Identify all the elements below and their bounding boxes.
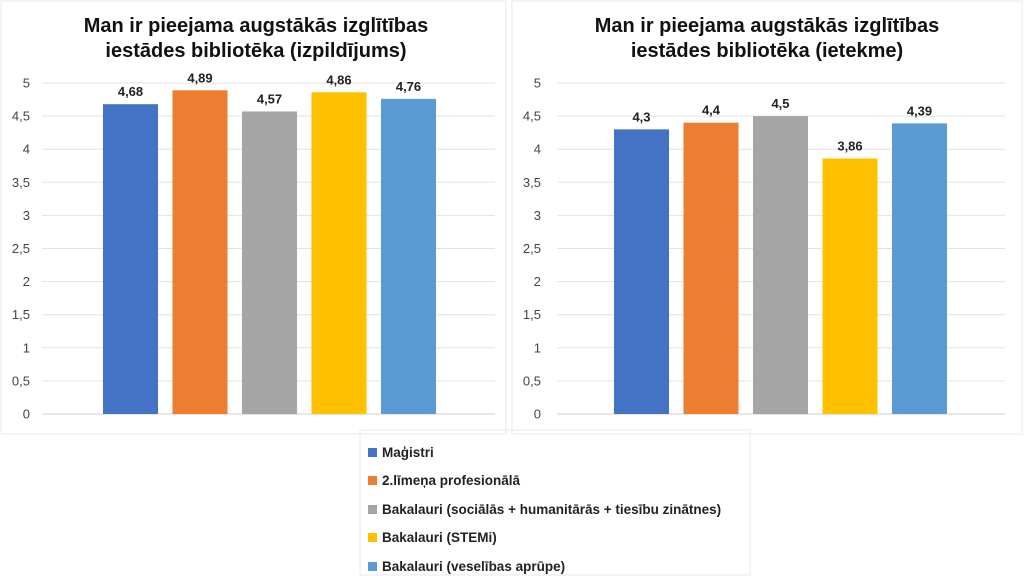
right-bar: [683, 122, 739, 414]
left-y-tick-label: 0: [23, 407, 30, 422]
legend-label: Bakalauri (STEMi): [382, 530, 497, 546]
right-data-label: 4,39: [907, 103, 932, 118]
right-y-tick-label: 4: [534, 142, 541, 157]
left-data-label: 4,89: [187, 70, 212, 85]
legend-item: Bakalauri (STEMi): [368, 524, 748, 553]
left-data-label: 4,76: [396, 79, 421, 94]
legend-item: Bakalauri (sociālās + humanitārās + ties…: [368, 495, 748, 524]
left-bar: [381, 98, 436, 414]
legend-swatch: [368, 447, 377, 457]
legend: Maģistri 2.līmeņa profesionālā Bakalauri…: [368, 438, 748, 576]
left-chart-title: iestādes bibliotēka (izpildījums): [105, 40, 406, 62]
right-bar: [822, 158, 878, 414]
left-bar: [103, 104, 158, 415]
left-chart-frame: [0, 0, 507, 435]
legend-swatch: [368, 561, 377, 571]
right-data-label: 4,4: [702, 103, 721, 118]
right-data-label: 4,3: [632, 109, 650, 124]
left-y-tick-label: 4,5: [12, 109, 30, 124]
right-chart-title: Man ir pieejama augstākās izglītības: [595, 15, 940, 37]
right-y-tick-label: 2: [534, 274, 541, 289]
left-bar: [311, 92, 367, 414]
legend-item: Bakalauri (veselības aprūpe): [368, 552, 748, 576]
right-y-tick-label: 1: [534, 340, 541, 355]
right-bar: [614, 129, 669, 414]
legend-swatch: [368, 476, 377, 486]
right-y-tick-label: 1,5: [523, 307, 541, 322]
legend-item: 2.līmeņa profesionālā: [368, 467, 748, 496]
legend-label: Bakalauri (sociālās + humanitārās + ties…: [382, 501, 722, 517]
left-y-tick-label: 4: [23, 142, 30, 157]
legend-swatch: [368, 533, 377, 543]
left-y-tick-label: 2: [23, 274, 30, 289]
right-y-tick-label: 3,5: [523, 175, 541, 190]
left-y-tick-label: 0,5: [12, 373, 30, 388]
right-data-label: 3,86: [837, 138, 862, 153]
left-y-tick-label: 2,5: [12, 241, 30, 256]
left-data-label: 4,86: [326, 72, 351, 87]
left-bar: [172, 90, 228, 415]
right-y-tick-label: 0: [534, 407, 541, 422]
left-y-tick-label: 3,5: [12, 175, 30, 190]
legend-label: 2.līmeņa profesionālā: [382, 473, 521, 489]
left-bar: [242, 111, 297, 414]
left-data-label: 4,68: [118, 84, 143, 99]
legend-frame: [359, 429, 751, 576]
right-y-tick-label: 0,5: [523, 373, 541, 388]
legend-item: Maģistri: [368, 438, 748, 467]
right-bar: [753, 116, 808, 414]
left-y-tick-label: 5: [23, 76, 30, 91]
left-y-tick-label: 3: [23, 208, 30, 223]
right-chart-title: iestādes bibliotēka (ietekme): [631, 40, 903, 62]
legend-swatch: [368, 504, 377, 514]
right-y-tick-label: 2,5: [523, 241, 541, 256]
right-data-label: 4,5: [771, 96, 789, 111]
left-y-tick-label: 1: [23, 340, 30, 355]
right-y-tick-label: 3: [534, 208, 541, 223]
right-y-tick-label: 4,5: [523, 109, 541, 124]
legend-label: Maģistri: [382, 444, 434, 460]
left-y-tick-label: 1,5: [12, 307, 30, 322]
right-chart-frame: [511, 0, 1023, 435]
right-bar: [892, 123, 947, 414]
left-data-label: 4,57: [257, 91, 282, 106]
right-y-tick-label: 5: [534, 76, 541, 91]
left-chart-title: Man ir pieejama augstākās izglītības: [84, 15, 429, 37]
legend-label: Bakalauri (veselības aprūpe): [382, 558, 566, 574]
